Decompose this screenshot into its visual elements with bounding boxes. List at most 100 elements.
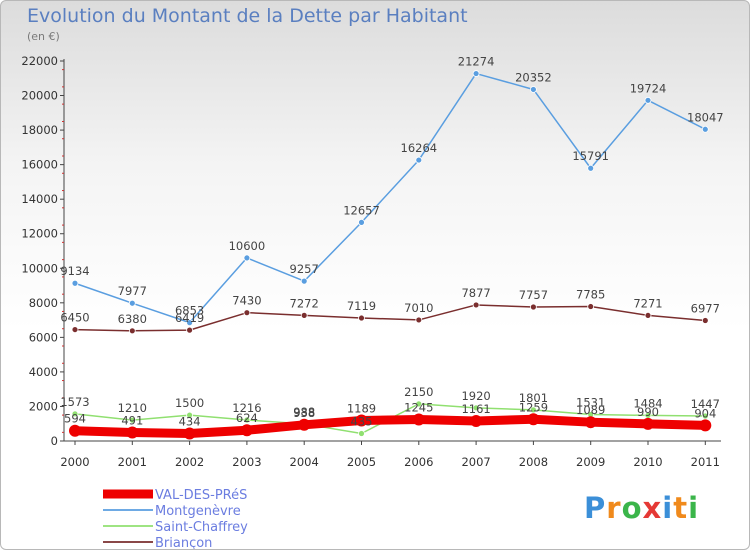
data-point [71, 279, 79, 287]
y-tick-label: 22000 [21, 54, 58, 68]
data-point [472, 70, 480, 77]
logo-letter: i [662, 491, 674, 525]
data-label: 1801 [519, 391, 548, 405]
data-point [240, 424, 253, 437]
data-label: 434 [179, 415, 201, 429]
data-point [71, 410, 79, 418]
data-point [584, 416, 597, 429]
data-point [186, 319, 194, 327]
y-tick-label: 0 [51, 434, 58, 448]
logo-letter: t [673, 491, 689, 525]
data-point [243, 416, 251, 424]
data-point [69, 424, 81, 437]
data-point [298, 418, 311, 431]
data-point [243, 254, 251, 262]
data-label: 988 [293, 405, 315, 419]
data-label: 1189 [347, 401, 376, 415]
data-label: 1210 [118, 401, 147, 415]
data-label: 1259 [519, 400, 548, 414]
x-tick-label: 2010 [633, 455, 662, 469]
data-label: 18047 [687, 110, 724, 124]
data-label: 1531 [576, 396, 605, 410]
data-label: 1089 [576, 403, 605, 417]
data-point [701, 412, 709, 420]
data-point [412, 413, 425, 426]
data-point [300, 277, 308, 285]
proxiti-logo: Proxiti [584, 491, 699, 525]
data-label: 1216 [232, 401, 261, 415]
data-point [183, 427, 196, 440]
y-tick-label: 18000 [21, 123, 58, 137]
data-label: 2150 [404, 385, 433, 399]
data-label: 7757 [519, 288, 548, 302]
data-point [587, 164, 595, 172]
data-label: 7877 [461, 286, 490, 300]
y-tick-label: 14000 [21, 192, 58, 206]
x-tick-label: 2000 [60, 455, 89, 469]
data-label: 435 [351, 414, 373, 428]
y-tick-label: 2000 [29, 399, 58, 413]
y-tick-label: 8000 [29, 296, 58, 310]
data-label: 15791 [572, 149, 609, 163]
x-tick-label: 2009 [576, 455, 605, 469]
data-label: 7430 [232, 294, 261, 308]
data-label: 19724 [630, 81, 667, 95]
data-point [128, 299, 136, 307]
data-label: 1447 [691, 397, 720, 411]
data-point [128, 416, 136, 424]
chart-title: Evolution du Montant de la Dette par Hab… [27, 5, 468, 27]
data-label: 21274 [458, 55, 495, 69]
data-label: 904 [694, 406, 716, 420]
x-tick-label: 2004 [290, 455, 319, 469]
series-line [74, 72, 707, 324]
data-label: 1573 [60, 395, 89, 409]
data-label: 990 [637, 405, 659, 419]
data-label: 6853 [175, 304, 204, 318]
data-label: 7119 [347, 299, 376, 313]
data-point [701, 125, 709, 133]
data-label: 7271 [633, 296, 662, 310]
y-tick-label: 10000 [21, 261, 58, 275]
data-point [530, 406, 537, 414]
y-tick-label: 4000 [29, 365, 58, 379]
data-label: 7977 [118, 284, 147, 298]
data-point [701, 317, 709, 324]
data-point [644, 312, 652, 319]
data-point [642, 417, 654, 430]
data-point [644, 96, 652, 104]
data-point [358, 314, 365, 322]
data-label: 1484 [633, 396, 662, 410]
logo-letter: i [688, 491, 700, 525]
data-label: 10600 [229, 239, 266, 253]
legend-label: Briançon [155, 536, 212, 549]
data-point [358, 430, 365, 437]
data-label: 1920 [461, 389, 490, 403]
x-tick-label: 2006 [404, 455, 433, 469]
chart-subtitle: (en €) [27, 30, 60, 43]
data-point [415, 400, 423, 408]
data-point [587, 303, 595, 310]
data-point [472, 301, 480, 309]
data-point [71, 326, 79, 333]
data-point [243, 309, 251, 317]
data-label: 6977 [691, 301, 720, 315]
x-tick-label: 2011 [691, 455, 720, 469]
legend-label: Montgenèvre [155, 504, 241, 519]
data-point [186, 411, 194, 419]
series-line [70, 414, 710, 439]
logo-letter: r [606, 491, 622, 525]
data-label: 7010 [404, 301, 433, 315]
data-label: 938 [293, 406, 315, 420]
data-point [358, 218, 365, 226]
data-point [527, 413, 540, 426]
data-point [415, 156, 423, 164]
legend-label: VAL-DES-PRéS [155, 488, 247, 503]
data-label: 9134 [60, 264, 89, 278]
x-tick-label: 2008 [519, 455, 548, 469]
logo-letter: o [621, 491, 643, 525]
logo-letter: P [584, 491, 607, 525]
data-point [472, 404, 480, 412]
data-label: 12657 [343, 203, 380, 217]
